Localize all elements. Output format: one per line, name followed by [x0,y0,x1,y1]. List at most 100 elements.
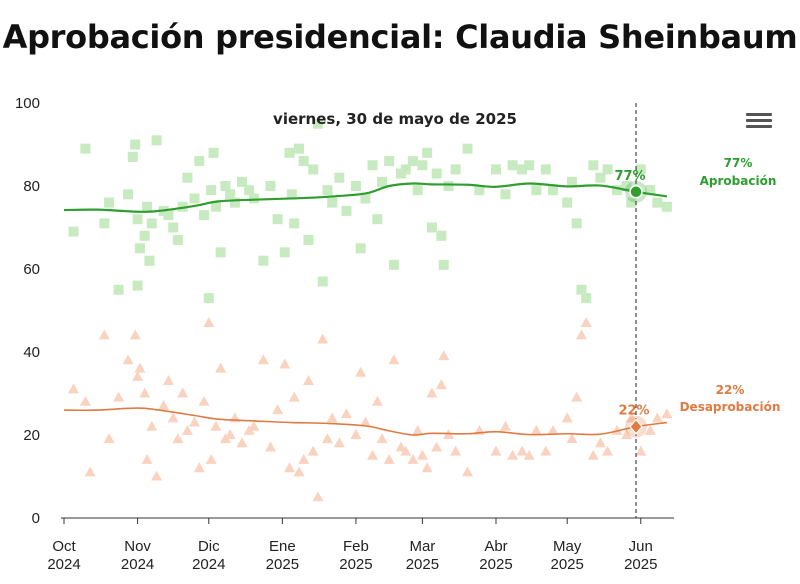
disapproval-poll-point [215,362,227,373]
disapproval-poll-point [571,391,583,402]
approval-poll-point [244,185,255,196]
approval-poll-point [286,189,297,200]
approval-poll-point [317,276,328,287]
approval-poll-point [225,189,236,200]
x-tick-year-label: 2025 [624,556,657,573]
disapproval-poll-point [421,462,433,473]
approval-poll-point [279,247,290,258]
approval-poll-point [312,118,323,129]
approval-poll-point [571,218,582,229]
approval-poll-point [293,143,304,154]
x-tick-month-label: May [553,538,582,555]
approval-poll-point [547,185,558,196]
x-tick-year-label: 2025 [266,556,299,573]
approval-poll-point [146,218,157,229]
y-tick-label: 20 [23,427,40,444]
hamburger-menu-icon[interactable] [746,110,772,132]
approval-poll-point [229,197,240,208]
y-tick-label: 80 [23,178,40,195]
disapproval-poll-point [210,420,222,431]
disapproval-poll-point [566,433,578,444]
disapproval-poll-point [312,491,324,502]
disapproval-poll-point [499,420,511,431]
disapproval-poll-point [162,375,174,386]
disapproval-poll-point [507,449,519,460]
approval-poll-point [151,135,162,146]
disapproval-poll-point [302,375,314,386]
disapproval-poll-point [198,395,210,406]
approval-poll-point [626,197,637,208]
disapproval-poll-point [177,387,189,398]
disapproval-series-name: Desaprobación [680,400,781,414]
approval-poll-point [215,247,226,258]
disapproval-poll-point [376,433,388,444]
disapproval-poll-point [602,445,614,456]
disapproval-poll-points [67,316,673,502]
approval-poll-point [99,218,110,229]
disapproval-poll-point [205,453,217,464]
chart-title: Aprobación presidencial: Claudia Sheinba… [2,18,798,56]
x-tick-month-label: Nov [124,538,151,555]
approval-poll-point [576,284,587,295]
approval-poll-point [104,197,115,208]
approval-poll-point [210,201,221,212]
approval-poll-point [562,197,573,208]
axes: 020406080100Oct2024Nov2024Dic2024Ene2025… [15,95,674,573]
menu-bar [746,119,772,122]
disapproval-poll-point [355,366,367,377]
disapproval-poll-point [298,453,310,464]
disapproval-poll-point [462,466,474,477]
approval-hover-value: 77% [614,169,645,184]
approval-hover-marker [629,185,643,199]
disapproval-poll-point [621,429,633,439]
approval-poll-point [341,205,352,216]
disapproval-poll-point [326,412,338,423]
approval-poll-point [199,210,210,221]
approval-poll-point [189,193,200,204]
approval-poll-point [652,197,663,208]
disapproval-poll-point [350,429,362,439]
approval-poll-point [412,185,423,196]
approval-poll-point [645,185,656,196]
disapproval-poll-point [359,416,371,427]
approval-poll-point [298,156,309,167]
disapproval-poll-point [257,354,269,365]
approval-poll-point [377,176,388,187]
approval-poll-point [182,172,193,183]
x-tick-year-label: 2024 [192,556,225,573]
disapproval-poll-point [67,383,79,394]
disapproval-poll-point [661,408,673,419]
approval-poll-point [289,218,300,229]
x-tick-year-label: 2025 [339,556,372,573]
disapproval-poll-point [400,445,412,456]
disapproval-poll-point [272,404,284,415]
disapproval-poll-point [293,466,305,477]
x-tick-month-label: Jun [629,538,653,555]
menu-bar [746,125,772,128]
approval-poll-point [621,181,632,191]
approval-poll-point [163,210,174,221]
approval-poll-point [517,164,528,175]
disapproval-end-value: 22% [716,383,745,397]
approval-poll-point [566,176,577,187]
disapproval-poll-point [416,449,428,460]
disapproval-poll-point [587,449,599,460]
disapproval-poll-point [172,433,184,444]
approval-poll-point [372,214,383,225]
disapproval-poll-point [383,453,395,464]
approval-poll-point [500,189,511,200]
disapproval-poll-point [317,333,329,344]
disapproval-poll-point [122,354,134,365]
approval-poll-point [367,160,378,171]
disapproval-poll-point [523,449,535,460]
disapproval-poll-point [158,399,170,410]
disapproval-poll-point [371,395,383,406]
approval-poll-point [450,164,461,175]
approval-poll-point [237,176,248,187]
approval-poll-point [443,181,454,191]
approval-poll-point [142,201,153,212]
disapproval-poll-point [203,316,215,327]
x-tick-month-label: Oct [52,538,76,555]
disapproval-poll-point [388,354,400,365]
